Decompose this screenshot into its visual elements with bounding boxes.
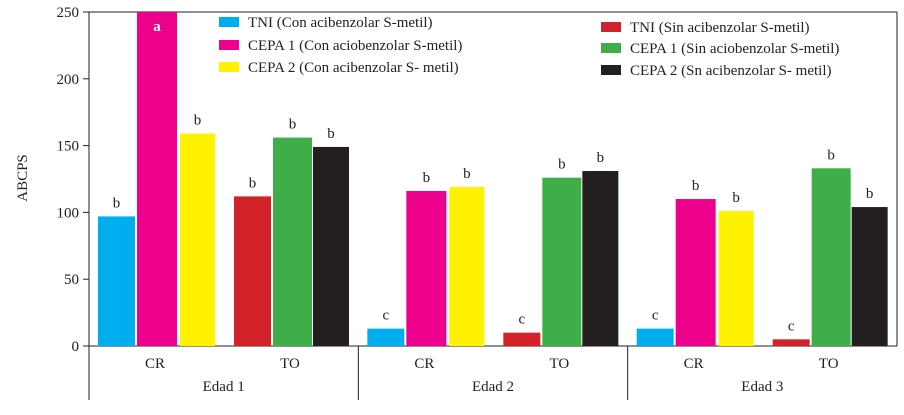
bar-significance-label: b bbox=[327, 126, 335, 142]
bar bbox=[273, 137, 312, 346]
y-tick-label: 0 bbox=[72, 339, 80, 355]
bar bbox=[137, 12, 177, 346]
bar-significance-label: b bbox=[597, 150, 605, 166]
legend-swatch bbox=[601, 65, 621, 75]
legend-swatch bbox=[219, 40, 239, 50]
category-label: CR bbox=[145, 356, 165, 372]
bar-significance-label: b bbox=[249, 175, 257, 191]
bar-significance-label: b bbox=[463, 166, 471, 182]
category-label: TO bbox=[549, 356, 569, 372]
bar bbox=[582, 170, 619, 346]
bar-significance-label: c bbox=[382, 308, 389, 324]
category-label: TO bbox=[819, 356, 839, 372]
bar-significance-label: c bbox=[518, 312, 525, 328]
y-tick-label: 100 bbox=[57, 205, 80, 221]
y-axis-label: ABCPS bbox=[15, 154, 31, 202]
bar bbox=[636, 328, 674, 346]
bar bbox=[367, 328, 405, 346]
legend: TNI (Con acibenzolar S-metil) CEPA 1 (Con… bbox=[219, 15, 839, 79]
bar-significance-label: b bbox=[289, 117, 297, 133]
y-tick-label: 150 bbox=[57, 139, 80, 155]
bar bbox=[406, 191, 447, 346]
bar-significance-label: b bbox=[423, 170, 431, 186]
bar-significance-label: b bbox=[558, 157, 566, 173]
bar bbox=[675, 199, 716, 346]
legend-label: CEPA 1 (Sin aciobenzolar S-metil) bbox=[630, 41, 839, 57]
bar bbox=[718, 211, 754, 346]
axes: 0 50 100 150 200 250 Edad 1 CR TO Edad 2 CR TO Edad … bbox=[57, 5, 898, 400]
bar bbox=[851, 207, 888, 346]
bar-significance-label: b bbox=[827, 147, 835, 163]
bar bbox=[313, 146, 349, 346]
bar-significance-label: b bbox=[113, 195, 121, 211]
bar bbox=[811, 168, 851, 346]
legend-label: CEPA 2 (Con acibenzolar S- metil) bbox=[248, 60, 459, 76]
bar bbox=[503, 332, 541, 346]
bar bbox=[542, 177, 582, 346]
legend-swatch bbox=[219, 17, 239, 27]
y-tick-label: 250 bbox=[57, 5, 80, 21]
bars: b a b b b b c b b c b b c b b c b b bbox=[98, 12, 888, 346]
legend-swatch bbox=[601, 43, 621, 53]
bar-significance-label: b bbox=[194, 113, 202, 129]
y-tick-label: 50 bbox=[64, 272, 79, 288]
legend-label: TNI (Con acibenzolar S-metil) bbox=[248, 15, 433, 31]
bar-significance-label: b bbox=[866, 186, 874, 202]
group-label: Edad 3 bbox=[741, 379, 783, 395]
bar-significance-label: a bbox=[153, 19, 161, 35]
bar-significance-label: b bbox=[692, 178, 700, 194]
bar bbox=[449, 187, 485, 346]
y-tick-label: 200 bbox=[57, 72, 80, 88]
group-label: Edad 2 bbox=[472, 379, 514, 395]
legend-label: TNI (Sin acibenzolar S-metil) bbox=[630, 20, 810, 36]
category-label: CR bbox=[684, 356, 704, 372]
category-label: TO bbox=[280, 356, 300, 372]
legend-label: CEPA 1 (Con aciobenzolar S-metil) bbox=[248, 38, 462, 54]
bar bbox=[772, 339, 810, 346]
bar-significance-label: c bbox=[788, 318, 795, 334]
bar bbox=[180, 133, 215, 346]
legend-swatch bbox=[219, 62, 239, 72]
legend-swatch bbox=[601, 22, 621, 32]
bar bbox=[234, 196, 271, 346]
legend-label: CEPA 2 (Sn acibenzolar S- metil) bbox=[630, 63, 832, 79]
bar-significance-label: b bbox=[732, 190, 740, 206]
group-label: Edad 1 bbox=[203, 379, 245, 395]
bar bbox=[98, 216, 135, 346]
bar-significance-label: c bbox=[652, 308, 659, 324]
category-label: CR bbox=[414, 356, 434, 372]
